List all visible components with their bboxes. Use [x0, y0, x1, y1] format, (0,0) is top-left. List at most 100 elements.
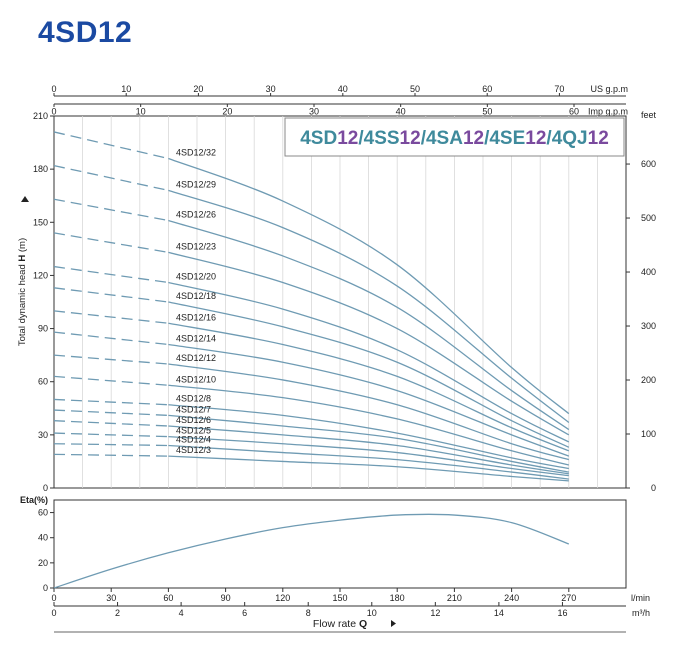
head-y-tick-label: 180: [33, 164, 48, 174]
head-curve-dashed: [53, 409, 169, 417]
feet-tick-label: 200: [641, 375, 656, 385]
head-curve: [168, 435, 569, 477]
imp-gpm-tick-label: 40: [396, 106, 406, 116]
us-gpm-tick-label: 50: [410, 84, 420, 94]
head-curve-label: 4SD12/16: [176, 312, 216, 322]
model-legend-part: /4SE: [484, 128, 525, 149]
us-gpm-tick-label: 20: [193, 84, 203, 94]
head-curve-label: 4SD12/3: [176, 445, 211, 455]
head-y-axis-label-symbol: H: [17, 255, 28, 262]
eta-plot-frame: [53, 499, 627, 589]
head-y-tick-label: 120: [33, 270, 48, 280]
head-curve-label: 4SD12/4: [176, 434, 211, 444]
imp-gpm-tick-label: 20: [222, 106, 232, 116]
head-curve: [168, 414, 569, 473]
eta-y-tick-label: 0: [43, 583, 48, 593]
head-y-axis-arrow-icon: [21, 196, 29, 202]
head-curve-dashed: [53, 354, 169, 365]
head-curve: [168, 219, 570, 431]
head-curve-label: 4SD12/10: [176, 374, 216, 384]
head-curve-dashed: [53, 265, 169, 284]
head-curve-label: 4SD12/26: [176, 210, 216, 220]
flow-rate-arrow-icon: [391, 620, 396, 627]
head-curve-label: 4SD12/7: [176, 404, 211, 414]
model-legend-part: 12: [463, 128, 484, 149]
model-legend-part: 12: [337, 128, 358, 149]
imp-gpm-axis-label: Imp g.p.m: [588, 106, 628, 116]
model-legend-part: 4SD: [300, 128, 337, 149]
page-title: 4SD12: [38, 16, 133, 49]
us-gpm-tick-label: 30: [266, 84, 276, 94]
flow-rate-axis-label-symbol: Q: [359, 618, 367, 630]
head-curve-label: 4SD12/32: [176, 148, 216, 158]
head-curve: [168, 281, 570, 443]
m3h-tick-label: 10: [367, 608, 377, 618]
head-curve: [168, 322, 570, 452]
m3h-tick-label: 2: [115, 608, 120, 618]
eta-curve: [53, 513, 570, 589]
eta-y-tick-label: 20: [38, 558, 48, 568]
model-legend-part: /4QJ: [546, 128, 587, 149]
us-gpm-tick-label: 60: [482, 84, 492, 94]
lmin-tick-label: 90: [221, 593, 231, 603]
lmin-tick-label: 240: [504, 593, 519, 603]
head-curve-dashed: [53, 310, 169, 324]
head-curve: [168, 425, 569, 475]
feet-tick-label: 0: [651, 483, 656, 493]
feet-tick-label: 100: [641, 429, 656, 439]
model-legend-part: /4SS: [358, 128, 399, 149]
us-gpm-tick-label: 10: [121, 84, 131, 94]
feet-axis-label: feet: [641, 110, 657, 120]
m3h-tick-label: 0: [51, 608, 56, 618]
head-y-axis-label-unit: (m): [17, 238, 28, 255]
head-y-axis-label-text: Total dynamic head: [17, 262, 28, 347]
model-legend-text: 4SD12/4SS12/4SA12/4SE12/4QJ12: [300, 128, 609, 149]
flow-rate-axis-label-text: Flow rate: [313, 618, 359, 630]
head-y-tick-label: 210: [33, 111, 48, 121]
head-curve: [168, 455, 569, 482]
head-curve-label: 4SD12/8: [176, 394, 211, 404]
head-curve: [168, 363, 569, 461]
head-curve-label: 4SD12/29: [176, 179, 216, 189]
head-curve-label: 4SD12/14: [176, 334, 216, 344]
model-legend-part: 12: [588, 128, 609, 149]
us-gpm-tick-label: 0: [51, 84, 56, 94]
head-curve: [168, 343, 570, 457]
head-curve-dashed: [53, 420, 169, 427]
head-curve-dashed: [53, 131, 169, 160]
feet-tick-label: 600: [641, 159, 656, 169]
head-curve-dashed: [53, 331, 169, 346]
imp-gpm-tick-label: 0: [51, 106, 56, 116]
us-gpm-axis-label: US g.p.m: [590, 84, 628, 94]
head-curve: [168, 444, 569, 480]
lmin-tick-label: 270: [561, 593, 576, 603]
imp-gpm-tick-label: 10: [136, 106, 146, 116]
model-legend-part: /4SA: [421, 128, 464, 149]
model-legend-part: 12: [525, 128, 546, 149]
eta-y-tick-label: 60: [38, 508, 48, 518]
flow-rate-axis-label: Flow rate Q: [313, 618, 367, 630]
lmin-axis-label: l/min: [631, 593, 650, 603]
imp-gpm-tick-label: 30: [309, 106, 319, 116]
us-gpm-tick-label: 70: [554, 84, 564, 94]
model-legend-part: 12: [400, 128, 421, 149]
head-y-tick-label: 0: [43, 483, 48, 493]
lmin-tick-label: 30: [106, 593, 116, 603]
model-legend-box: [284, 117, 625, 157]
head-curve-dashed: [53, 232, 169, 254]
head-y-tick-label: 60: [38, 377, 48, 387]
feet-tick-label: 500: [641, 213, 656, 223]
head-y-axis-label: Total dynamic head H (m): [17, 238, 28, 346]
head-curve-label: 4SD12/18: [176, 291, 216, 301]
head-curve-dashed: [53, 398, 169, 406]
lmin-tick-label: 120: [275, 593, 290, 603]
lmin-tick-label: 60: [163, 593, 173, 603]
imp-gpm-tick-label: 60: [569, 106, 579, 116]
eta-y-axis-label: Eta(%): [20, 495, 48, 505]
m3h-tick-label: 14: [494, 608, 504, 618]
feet-tick-label: 400: [641, 267, 656, 277]
head-curve-label: 4SD12/12: [176, 353, 216, 363]
lmin-tick-label: 150: [332, 593, 347, 603]
imp-gpm-tick-label: 50: [482, 106, 492, 116]
head-curve: [168, 251, 570, 436]
